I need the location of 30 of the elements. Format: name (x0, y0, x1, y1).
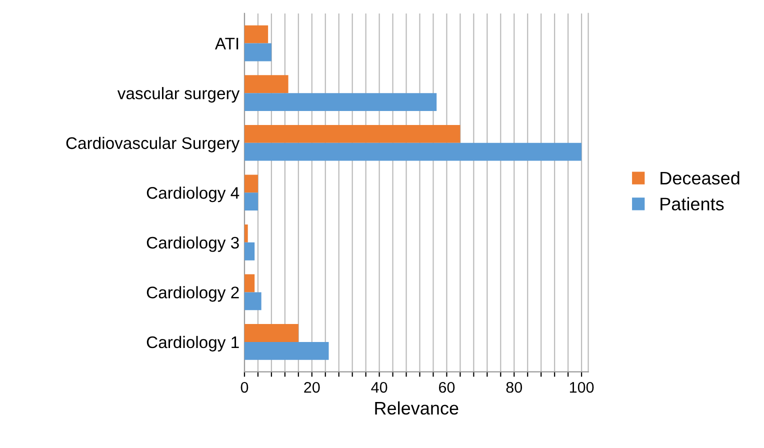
bar (244, 274, 255, 292)
bar (244, 124, 460, 143)
x-tick-label: 20 (304, 382, 320, 393)
bar (244, 224, 248, 242)
bar (244, 342, 329, 360)
bar (244, 43, 272, 62)
y-tick-label: Cardiology 4 (146, 186, 240, 202)
y-tick-label: Cardiology 2 (146, 286, 239, 302)
bar (244, 242, 255, 260)
bar (244, 25, 268, 44)
x-tick-label: 80 (506, 382, 522, 393)
bar (244, 75, 288, 94)
legend-label: Patients (660, 197, 724, 210)
y-tick-label: Cardiology 1 (146, 336, 239, 352)
bar (244, 324, 298, 342)
y-tick-label: vascular surgery (117, 87, 240, 103)
y-tick-label: Cardiology 3 (146, 236, 239, 252)
x-axis-title: Relevance (375, 401, 458, 415)
bar (244, 292, 262, 310)
y-tick-label: Cardiovascular Surgery (66, 136, 240, 152)
x-tick-label: 0 (240, 382, 248, 393)
bar (244, 192, 258, 211)
x-tick-label: 60 (438, 382, 455, 393)
legend-label: Deceased (660, 171, 740, 185)
bar (244, 142, 582, 161)
x-tick-label: 40 (371, 382, 388, 393)
bar (244, 174, 258, 193)
bar (244, 93, 437, 112)
x-tick-label: 100 (570, 382, 594, 393)
y-tick-label: ATI (214, 38, 238, 50)
